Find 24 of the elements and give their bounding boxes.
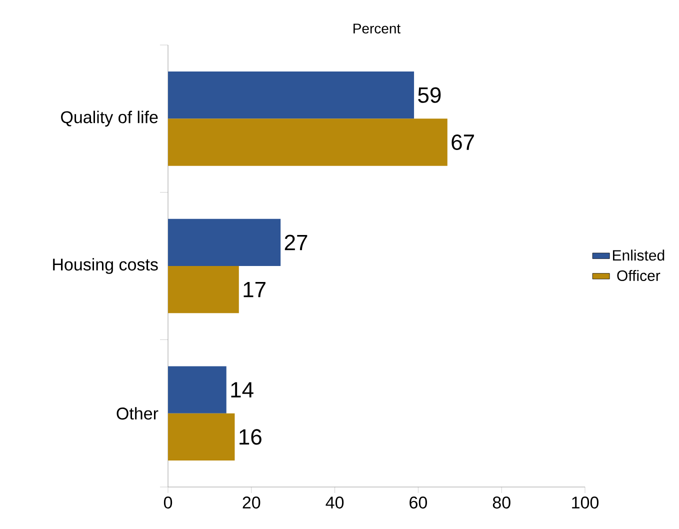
x-tick-label: 100	[572, 496, 599, 509]
bar	[168, 413, 235, 460]
data-label: 14	[231, 382, 254, 398]
x-tick-label: 40	[326, 496, 344, 509]
legend-label: Officer	[617, 270, 660, 282]
y-tick-label: Quality of life	[61, 110, 158, 127]
y-tick-label: Other	[116, 407, 158, 420]
legend-label: Enlisted	[612, 250, 664, 261]
bar	[168, 72, 414, 119]
bar	[168, 218, 281, 266]
x-tick-label: 60	[410, 496, 427, 509]
data-label: 17	[244, 282, 266, 298]
y-tick-label: Housing costs	[53, 258, 158, 274]
data-label: 67	[452, 134, 474, 150]
bar	[168, 118, 448, 166]
x-axis-title: Percent	[354, 24, 401, 34]
data-label: 27	[284, 234, 308, 250]
x-tick-label: 80	[492, 496, 510, 509]
data-label: 59	[418, 87, 441, 103]
data-label: 16	[240, 429, 262, 445]
x-tick-label: 20	[242, 496, 260, 509]
bar	[168, 266, 239, 314]
x-tick-label: 0	[164, 496, 172, 509]
bar	[168, 366, 226, 414]
